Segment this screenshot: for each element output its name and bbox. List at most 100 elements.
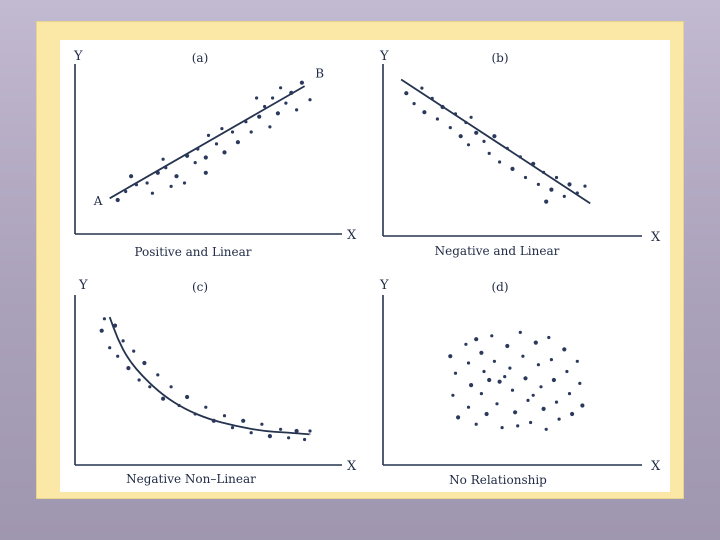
panel-d-point — [539, 385, 543, 389]
panel-c-point — [222, 414, 227, 418]
panel-d-caption: No Relationship — [449, 473, 547, 487]
scatter-figure: Y X (a) Positive and Linear A B Y X (b) … — [73, 49, 661, 487]
panel-d-point — [580, 403, 585, 408]
point-label-a: A — [93, 194, 103, 208]
panel-b-point — [430, 96, 434, 100]
panel-d-tag: (d) — [491, 280, 508, 294]
panel-b-point — [412, 102, 416, 106]
panel-b-point — [505, 146, 509, 150]
panel-a-point — [206, 133, 211, 137]
panel-a-point — [134, 183, 138, 187]
panel-d-point — [513, 410, 518, 415]
panel-c-point — [99, 328, 104, 333]
panel-b-point — [482, 139, 486, 143]
panel-d-point — [541, 406, 546, 411]
panel-a-point — [203, 155, 208, 160]
panel-c-point — [161, 396, 166, 401]
panel-d-point — [508, 366, 512, 370]
panel-b-point — [536, 182, 540, 186]
panel-b-point — [453, 112, 458, 116]
panel-c-point — [230, 426, 235, 430]
panel-c-point — [241, 418, 246, 423]
panel-c-caption: Negative Non–Linear — [126, 472, 256, 486]
panel-a-point — [161, 157, 165, 161]
panel-d-point — [490, 334, 494, 338]
panel-a-point — [244, 120, 248, 124]
panel-d-point — [495, 402, 499, 406]
panel-d-point — [562, 347, 567, 352]
panel-d-point — [526, 398, 530, 402]
panel-d-point — [469, 383, 474, 388]
panel-d-points — [448, 330, 585, 431]
panel-a-point — [235, 140, 240, 145]
panel-d-point — [456, 415, 461, 420]
panel-c-point — [185, 394, 190, 400]
panel-a-tag: (a) — [192, 51, 209, 65]
panel-a-point — [249, 130, 253, 134]
panel-a-point — [185, 153, 190, 158]
panel-c-point — [142, 360, 147, 366]
panel-d-point — [567, 392, 572, 396]
panel-c-point — [193, 412, 197, 416]
panel-d-point — [505, 343, 510, 349]
panel-d-point — [531, 393, 535, 397]
panel-d-point — [529, 420, 533, 425]
panel-d-point — [523, 376, 528, 381]
panel-d-point — [549, 358, 553, 362]
panel-b-point — [510, 166, 515, 171]
panel-c-point — [260, 422, 264, 426]
panel-b-point — [523, 175, 528, 180]
panel-d-point — [578, 381, 582, 385]
panel-c-tag: (c) — [192, 280, 208, 294]
panel-a-point — [279, 86, 283, 90]
panel-b-point — [474, 130, 479, 135]
panel-a-point — [196, 147, 200, 151]
panel-a-point — [155, 170, 160, 175]
panel-b-point — [422, 110, 427, 115]
panel-d-point — [453, 371, 458, 375]
panel-c-point — [102, 317, 106, 321]
panel-d-point — [492, 359, 496, 363]
panel-a-point — [150, 191, 154, 195]
panel-b-point — [544, 199, 549, 204]
panel-a-point — [220, 127, 224, 131]
panel-a-point — [145, 181, 149, 185]
panel-a-point — [295, 108, 299, 112]
panel-a-point — [193, 161, 197, 165]
panel-d-point — [547, 335, 551, 340]
panel-c-point — [156, 373, 160, 377]
panel-a-trend-line — [109, 85, 306, 200]
panel-a-point — [203, 170, 208, 175]
panel-c-ylabel: Y — [78, 278, 88, 293]
panel-d-point — [474, 337, 479, 342]
figure-panel: Y X (a) Positive and Linear A B Y X (b) … — [60, 40, 670, 492]
panel-a-point — [115, 197, 120, 203]
panel-b-point — [583, 184, 587, 188]
panel-d-point — [516, 424, 520, 428]
panel-a-point — [299, 80, 304, 85]
panel-c-point — [177, 403, 181, 408]
panel-b-caption: Negative and Linear — [435, 244, 560, 258]
panel-b-point — [435, 117, 439, 121]
panel-c-point — [132, 349, 136, 353]
panel-c-point — [249, 431, 253, 435]
panel-d-point — [510, 388, 515, 392]
panel-d-point — [466, 361, 471, 365]
panel-c-point — [121, 339, 125, 343]
panel-c-point — [287, 436, 291, 440]
panel-b-point — [448, 126, 452, 130]
panel-d-point — [575, 359, 579, 363]
panel-d-point — [544, 427, 548, 431]
point-label-b: B — [315, 67, 324, 81]
panel-c-point — [308, 429, 312, 433]
panel-c-trend-curve — [108, 316, 311, 436]
panel-d-point — [521, 354, 525, 358]
panel-a-point — [275, 111, 280, 116]
panel-b-point — [420, 86, 424, 90]
panel-d-point — [464, 342, 468, 346]
panel-d-point — [565, 369, 569, 374]
panel-b-point — [469, 115, 473, 119]
panel-a-point — [255, 96, 259, 100]
panel-a-point — [284, 101, 288, 105]
panel-b-point — [531, 161, 536, 166]
